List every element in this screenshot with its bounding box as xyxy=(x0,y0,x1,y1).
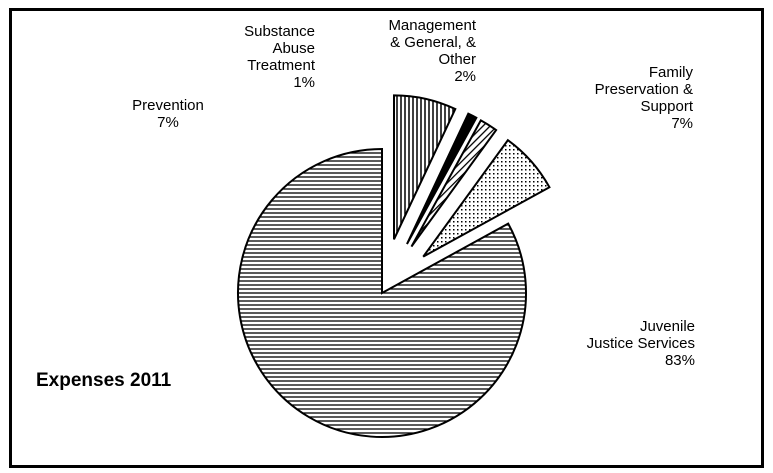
slice-label-management: Management & General, & Other 2% xyxy=(388,17,476,85)
pie-slice-management-general-other xyxy=(410,119,498,248)
slice-label-juvenile-justice: Juvenile Justice Services 83% xyxy=(586,318,695,369)
chart-title: Expenses 2011 xyxy=(36,370,172,391)
pie-slice-family-preservation xyxy=(422,138,551,258)
slice-label-prevention: Prevention 7% xyxy=(132,97,204,131)
slice-label-substance-abuse-treatment: Substance Abuse Treatment 1% xyxy=(244,23,315,91)
pie-slice-juvenile-justice xyxy=(237,147,527,438)
pie-slice-prevention xyxy=(392,94,457,240)
slice-label-family-preservation: Family Preservation & Support 7% xyxy=(594,64,693,132)
pie-slice-substance-abuse-treatment xyxy=(406,112,478,245)
